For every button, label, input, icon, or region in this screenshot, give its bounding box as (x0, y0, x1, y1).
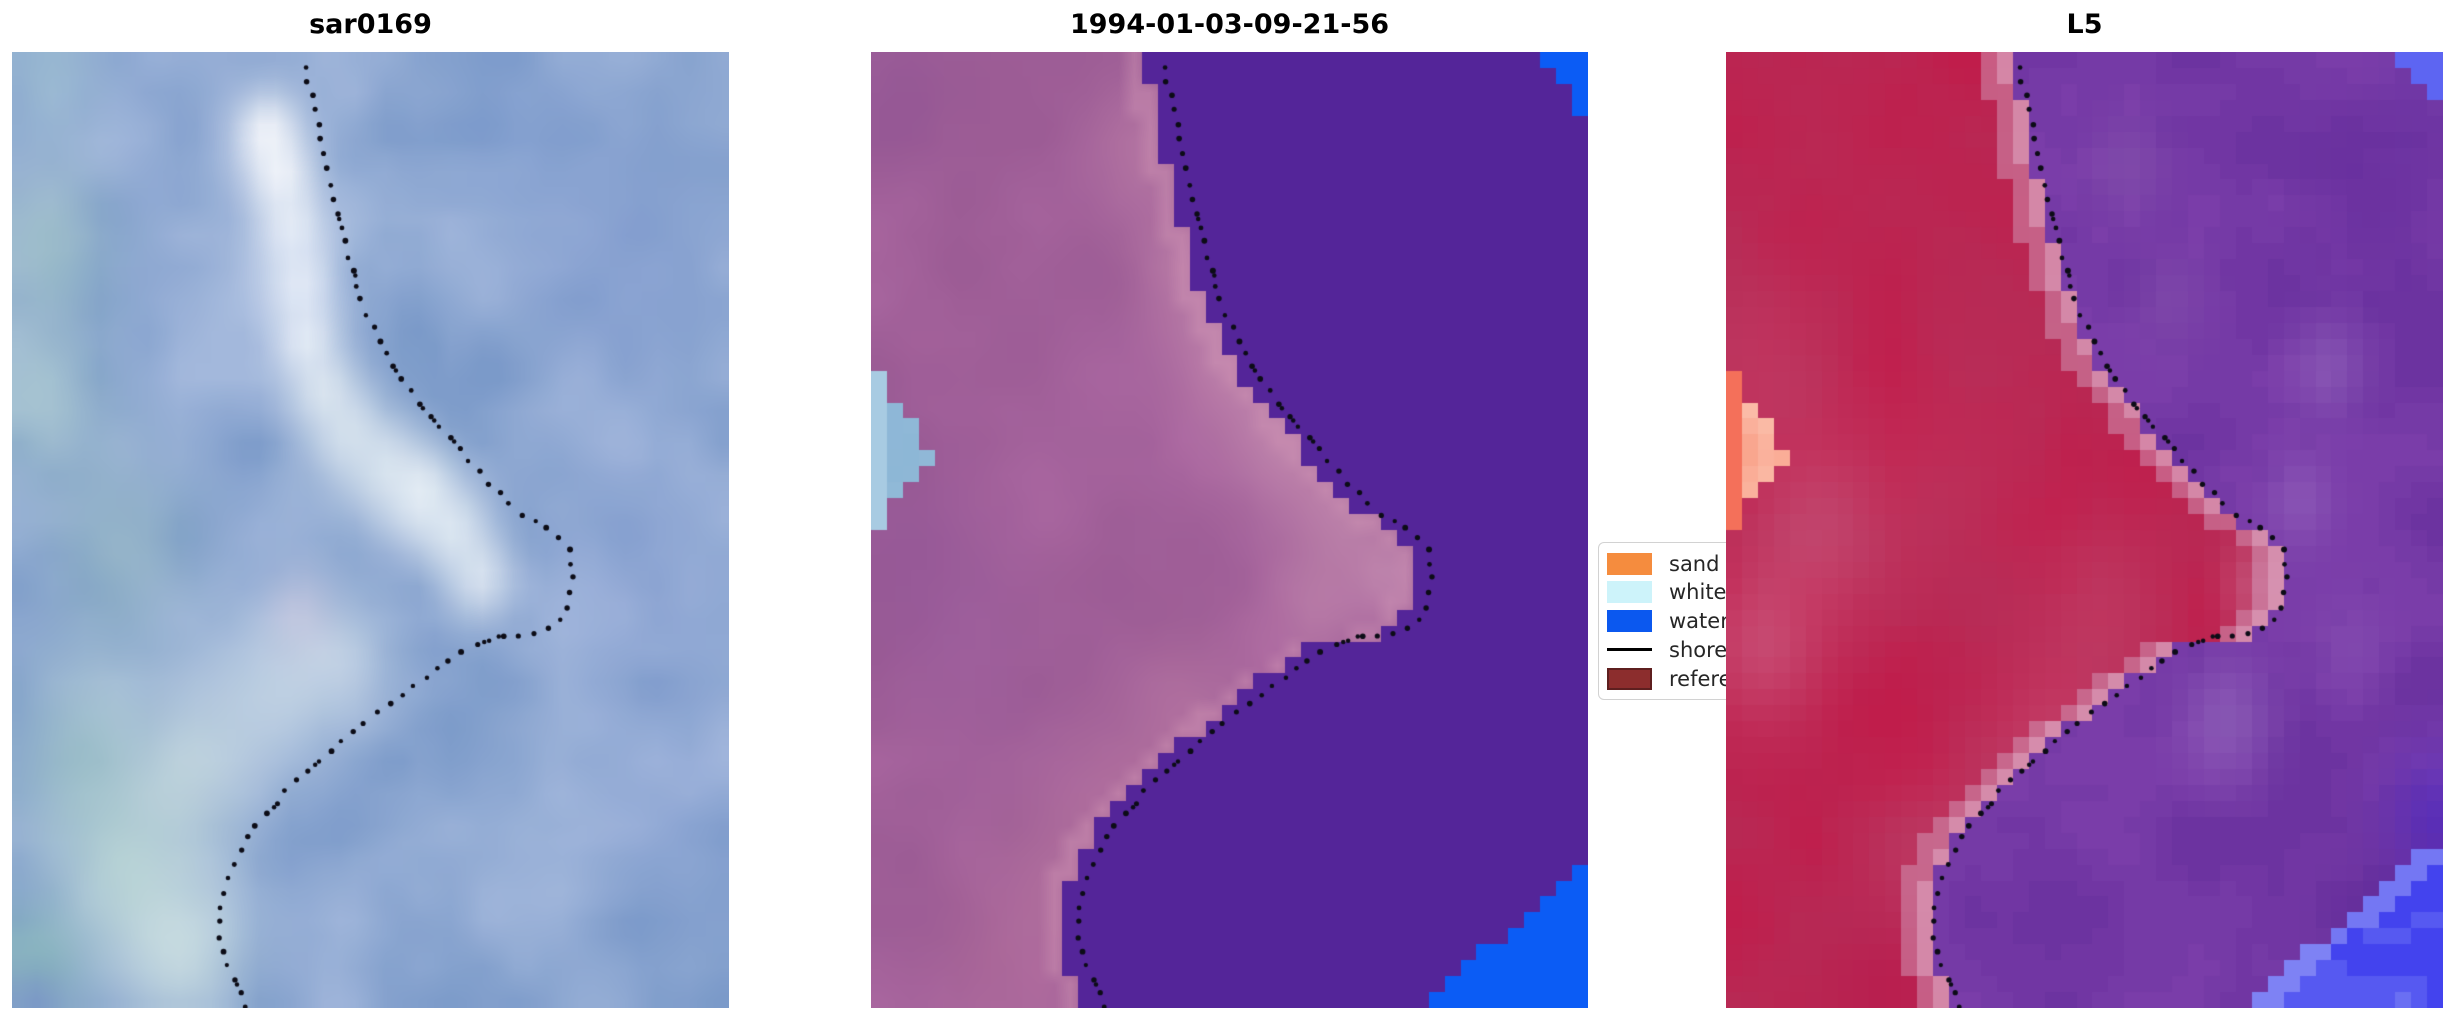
panel-title-sar: sar0169 (309, 9, 432, 40)
shoreline-swatch (1607, 648, 1652, 652)
legend-item-water: water (1607, 608, 1837, 635)
sand-swatch (1607, 552, 1652, 575)
water-swatch (1607, 610, 1652, 632)
legend-label: sand (1669, 551, 1720, 576)
legend-item-sand: sand (1607, 550, 1837, 577)
reference-swatch (1607, 667, 1652, 690)
whitewater-swatch (1607, 581, 1652, 604)
sar-image (12, 52, 729, 1008)
classified-image (871, 52, 1588, 1008)
panel-title-classified: 1994-01-03-09-21-56 (1069, 9, 1390, 40)
panel-title-l5: L5 (2066, 9, 2103, 40)
l5-image (1726, 52, 2443, 1008)
legend-label: water (1669, 609, 1729, 633)
